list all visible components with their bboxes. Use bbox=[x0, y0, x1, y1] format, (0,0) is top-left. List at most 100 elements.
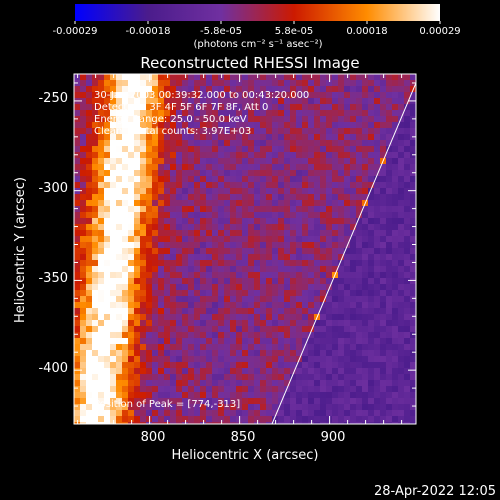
heatmap-cell bbox=[332, 416, 339, 423]
heatmap-cell bbox=[146, 266, 153, 273]
heatmap-cell bbox=[398, 92, 405, 99]
heatmap-cell bbox=[374, 350, 381, 357]
heatmap-cell bbox=[272, 80, 279, 87]
heatmap-cell bbox=[152, 320, 159, 327]
heatmap-cell bbox=[350, 260, 357, 267]
heatmap-cell bbox=[266, 374, 273, 381]
heatmap-cell bbox=[320, 380, 327, 387]
heatmap-cell bbox=[320, 92, 327, 99]
heatmap-cell bbox=[218, 194, 225, 201]
heatmap-cell bbox=[182, 272, 189, 279]
heatmap-cell bbox=[266, 248, 273, 255]
heatmap-cell bbox=[398, 200, 405, 207]
heatmap-cell bbox=[344, 296, 351, 303]
heatmap-cell bbox=[248, 194, 255, 201]
heatmap-cell bbox=[92, 242, 99, 249]
heatmap-cell bbox=[134, 362, 141, 369]
heatmap-cell bbox=[368, 398, 375, 405]
heatmap-cell bbox=[218, 320, 225, 327]
heatmap-cell bbox=[404, 128, 411, 135]
heatmap-cell bbox=[404, 74, 411, 81]
heatmap-cell bbox=[206, 272, 213, 279]
heatmap-cell bbox=[128, 272, 135, 279]
heatmap-cell bbox=[368, 386, 375, 393]
heatmap-cell bbox=[194, 290, 201, 297]
heatmap-cell bbox=[224, 260, 231, 267]
heatmap-cell bbox=[122, 176, 129, 183]
heatmap-cell bbox=[272, 212, 279, 219]
heatmap-cell bbox=[272, 302, 279, 309]
heatmap-cell bbox=[242, 254, 249, 261]
heatmap-cell bbox=[146, 110, 153, 117]
heatmap-cell bbox=[320, 140, 327, 147]
heatmap-cell bbox=[368, 164, 375, 171]
heatmap-cell bbox=[308, 278, 315, 285]
heatmap-cell bbox=[122, 272, 129, 279]
heatmap-cell bbox=[302, 410, 309, 417]
heatmap-cell bbox=[254, 362, 261, 369]
heatmap-cell bbox=[308, 326, 315, 333]
heatmap-cell bbox=[362, 338, 369, 345]
heatmap-cell bbox=[380, 386, 387, 393]
heatmap-cell bbox=[344, 152, 351, 159]
heatmap-cell bbox=[176, 272, 183, 279]
heatmap-cell bbox=[404, 296, 411, 303]
heatmap-cell bbox=[116, 404, 123, 411]
heatmap-cell bbox=[164, 86, 171, 93]
heatmap-cell bbox=[224, 212, 231, 219]
heatmap-cell bbox=[134, 74, 141, 81]
heatmap-cell bbox=[326, 80, 333, 87]
heatmap-cell bbox=[170, 308, 177, 315]
heatmap-cell bbox=[320, 404, 327, 411]
heatmap-cell bbox=[98, 182, 105, 189]
heatmap-cell bbox=[200, 350, 207, 357]
heatmap-cell bbox=[314, 338, 321, 345]
heatmap-cell bbox=[122, 338, 129, 345]
heatmap-cell bbox=[368, 194, 375, 201]
heatmap-cell bbox=[206, 158, 213, 165]
heatmap-cell bbox=[272, 248, 279, 255]
heatmap-cell bbox=[356, 278, 363, 285]
heatmap-cell bbox=[284, 278, 291, 285]
heatmap-cell bbox=[236, 122, 243, 129]
heatmap-cell bbox=[332, 146, 339, 153]
heatmap-cell bbox=[266, 188, 273, 195]
heatmap-cell bbox=[200, 128, 207, 135]
heatmap-cell bbox=[152, 398, 159, 405]
heatmap-cell bbox=[338, 254, 345, 261]
heatmap-cell bbox=[398, 290, 405, 297]
heatmap-cell bbox=[404, 200, 411, 207]
heatmap-cell bbox=[92, 254, 99, 261]
heatmap-cell bbox=[74, 260, 81, 267]
heatmap-cell bbox=[212, 356, 219, 363]
heatmap-cell bbox=[272, 410, 279, 417]
heatmap-cell bbox=[206, 74, 213, 81]
heatmap-cell bbox=[146, 134, 153, 141]
heatmap-cell bbox=[320, 242, 327, 249]
heatmap-cell bbox=[362, 236, 369, 243]
heatmap-cell bbox=[206, 170, 213, 177]
heatmap-cell bbox=[248, 182, 255, 189]
heatmap-cell bbox=[290, 194, 297, 201]
heatmap-cell bbox=[158, 308, 165, 315]
heatmap-cell bbox=[134, 278, 141, 285]
heatmap-cell bbox=[260, 92, 267, 99]
heatmap-cell bbox=[104, 236, 111, 243]
heatmap-cell bbox=[176, 242, 183, 249]
heatmap-cell bbox=[242, 122, 249, 129]
heatmap-cell bbox=[170, 74, 177, 81]
heatmap-cell bbox=[356, 386, 363, 393]
heatmap-cell bbox=[116, 278, 123, 285]
heatmap-cell bbox=[272, 92, 279, 99]
heatmap-cell bbox=[278, 170, 285, 177]
heatmap-cell bbox=[260, 230, 267, 237]
heatmap-cell bbox=[380, 278, 387, 285]
heatmap-cell bbox=[260, 416, 267, 423]
heatmap-cell bbox=[218, 176, 225, 183]
heatmap-cell bbox=[164, 362, 171, 369]
heatmap-cell bbox=[314, 254, 321, 261]
heatmap-cell bbox=[386, 404, 393, 411]
heatmap-cell bbox=[164, 122, 171, 129]
heatmap-cell bbox=[212, 212, 219, 219]
heatmap-cell bbox=[104, 416, 111, 423]
